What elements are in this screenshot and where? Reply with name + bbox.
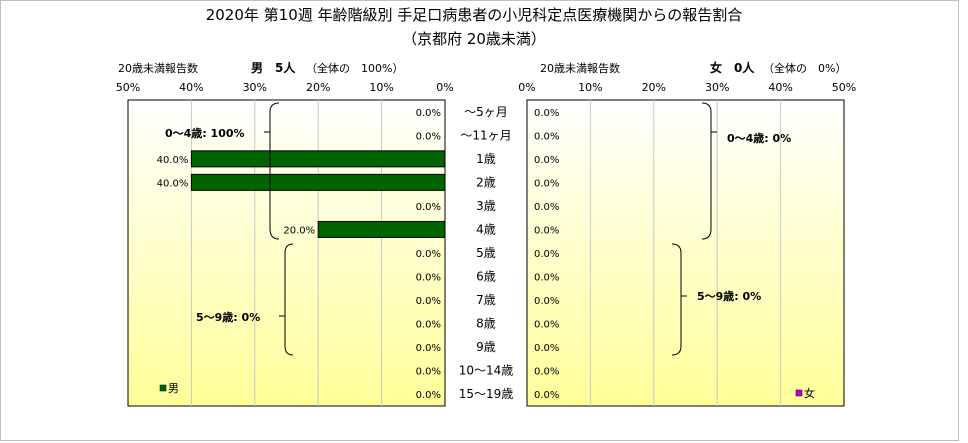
female-data-label: 0.0%: [534, 273, 559, 284]
female-data-label: 0.0%: [534, 131, 559, 142]
female-data-label: 0.0%: [534, 155, 559, 166]
female-plot-area: [526, 99, 845, 407]
male-5-9-bracket: [284, 243, 294, 356]
male-plot-area: [127, 99, 446, 407]
male-count-label: 20歳未満報告数: [118, 62, 198, 75]
age-category-label: 9歳: [476, 340, 496, 354]
male-data-label: 0.0%: [416, 296, 441, 307]
male-data-label: 40.0%: [157, 178, 189, 189]
female-count-summary: 女 0人: [710, 60, 755, 75]
female-data-label: 0.0%: [534, 225, 559, 236]
female-data-label: 0.0%: [534, 343, 559, 354]
male-axis-tick-label: 30%: [243, 81, 267, 94]
male-data-label: 40.0%: [157, 155, 189, 166]
male-axis-tick-label: 50%: [116, 81, 140, 94]
male-data-label: 0.0%: [416, 367, 441, 378]
male-5-9-annotation: 5～9歳: 0%: [196, 310, 260, 324]
male-data-label: 0.0%: [416, 343, 441, 354]
male-bar: [190, 150, 446, 168]
male-data-label: 0.0%: [416, 320, 441, 331]
male-count-summary: 男 5人: [251, 60, 296, 75]
female-legend-swatch: [795, 389, 803, 397]
male-legend-label: 男: [168, 382, 179, 395]
age-category-label: 7歳: [476, 293, 496, 307]
female-share-summary: （全体の 0%）: [763, 61, 846, 75]
male-bar: [317, 220, 446, 238]
chart-title: 2020年 第10週 年齢階級別 手足口病患者の小児科定点医療機関からの報告割合: [206, 6, 743, 24]
age-category-label: 6歳: [476, 270, 496, 284]
female-data-label: 0.0%: [534, 249, 559, 260]
age-category-label: ～5ヶ月: [464, 105, 508, 119]
male-data-label: 0.0%: [416, 390, 441, 401]
female-legend-label: 女: [804, 386, 815, 400]
male-bar: [190, 173, 446, 191]
male-data-label: 0.0%: [416, 108, 441, 119]
age-category-label: 8歳: [476, 317, 496, 331]
female-data-label: 0.0%: [534, 202, 559, 213]
female-0-4-annotation: 0～4歳: 0%: [727, 131, 791, 145]
female-axis-tick-label: 50%: [832, 81, 856, 94]
age-category-label: 3歳: [476, 199, 496, 213]
male-axis-tick-label: 40%: [179, 81, 203, 94]
female-data-label: 0.0%: [534, 367, 559, 378]
male-axis-tick-label: 10%: [369, 81, 393, 94]
age-category-label: 1歳: [476, 152, 496, 166]
male-axis-tick-label: 0%: [436, 81, 453, 94]
female-data-label: 0.0%: [534, 108, 559, 119]
age-category-label: ～11ヶ月: [460, 128, 511, 142]
male-data-label: 0.0%: [416, 202, 441, 213]
female-count-label: 20歳未満報告数: [540, 62, 620, 75]
female-data-label: 0.0%: [534, 390, 559, 401]
female-0-4-bracket: [701, 102, 712, 240]
male-legend-swatch: [159, 384, 167, 392]
female-axis-tick-label: 40%: [768, 81, 792, 94]
male-data-label: 0.0%: [416, 131, 441, 142]
male-data-label: 0.0%: [416, 273, 441, 284]
male-share-summary: （全体の 100%）: [306, 61, 403, 75]
age-category-label: 5歳: [476, 246, 496, 260]
male-data-label: 20.0%: [283, 225, 315, 236]
female-5-9-bracket: [671, 243, 682, 356]
female-axis-tick-label: 30%: [705, 81, 729, 94]
female-5-9-annotation: 5～9歳: 0%: [697, 289, 761, 303]
age-category-label: 2歳: [476, 175, 496, 189]
female-axis-tick-label: 0%: [518, 81, 535, 94]
female-data-label: 0.0%: [534, 320, 559, 331]
female-data-label: 0.0%: [534, 296, 559, 307]
female-axis-tick-label: 10%: [578, 81, 602, 94]
chart-subtitle: （京都府 20歳未満）: [402, 30, 546, 48]
male-data-label: 0.0%: [416, 249, 441, 260]
female-axis-tick-label: 20%: [642, 81, 666, 94]
male-0-4-bracket: [269, 102, 280, 240]
age-category-label: 4歳: [476, 222, 496, 236]
male-0-4-annotation: 0～4歳: 100%: [165, 126, 245, 140]
female-data-label: 0.0%: [534, 178, 559, 189]
age-category-label: 10～14歳: [459, 364, 514, 378]
age-category-label: 15～19歳: [459, 387, 514, 401]
male-axis-tick-label: 20%: [306, 81, 330, 94]
